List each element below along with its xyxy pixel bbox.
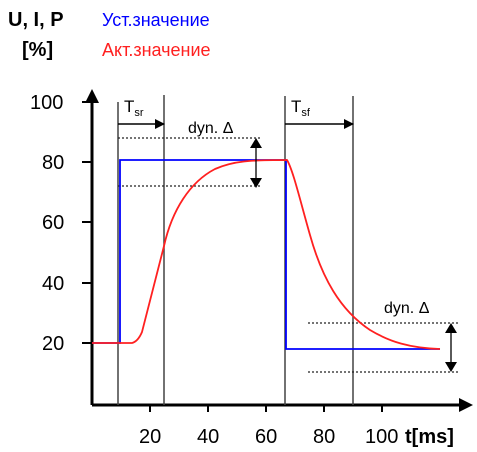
x-tick-label: 80 (313, 426, 335, 448)
x-tick-marks (149, 405, 383, 412)
x-axis-title: t[ms] (405, 426, 454, 448)
dyn-delta-bottom-label: dyn. Δ (384, 300, 430, 317)
tolerance-band-lines (118, 137, 458, 373)
dyn-delta-top-arrow-down (250, 178, 262, 188)
dyn-delta-bottom-arrow-up (445, 323, 457, 333)
y-tick-label: 100 (30, 92, 63, 114)
dyn-delta-bottom-arrow-down (445, 362, 457, 372)
legend-set-value: Уст.значение (102, 10, 210, 30)
dyn-delta-top-arrow-up (250, 138, 262, 148)
y-tick-label: 80 (42, 152, 64, 174)
x-tick-label: 100 (365, 426, 398, 448)
actual-value-curve (92, 159, 441, 350)
y-axis-title-line2: [%] (22, 39, 53, 61)
y-tick-label: 40 (42, 273, 64, 295)
y-tick-label: 60 (42, 212, 64, 234)
x-tick-label: 40 (197, 426, 219, 448)
y-tick-marks (82, 101, 92, 344)
x-tick-label: 20 (139, 426, 161, 448)
tsf-label: Tsf (291, 97, 311, 119)
time-marker-lines (117, 95, 354, 405)
y-tick-label: 20 (42, 333, 64, 355)
legend-actual-value: Акт.значение (102, 40, 211, 60)
y-axis-title-line1: U, I, P (8, 9, 64, 31)
tsr-label: Tsr (124, 97, 144, 119)
dyn-delta-top-label: dyn. Δ (188, 120, 234, 137)
x-tick-label: 60 (255, 426, 277, 448)
